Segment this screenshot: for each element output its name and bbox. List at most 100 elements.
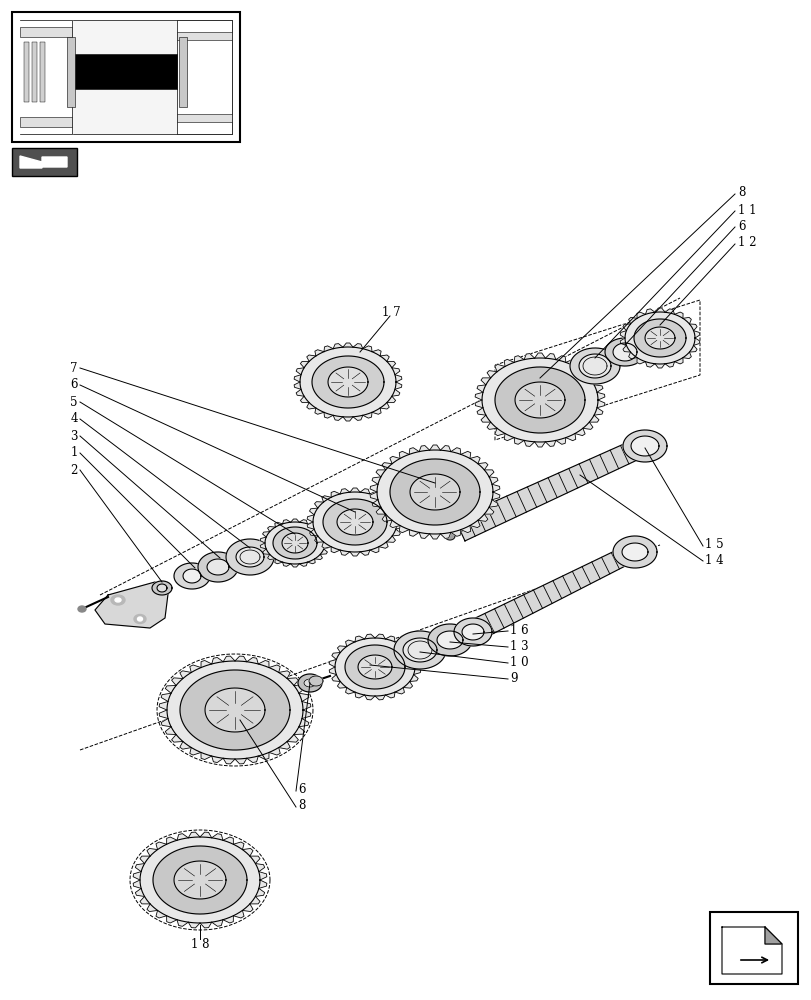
Polygon shape: [523, 440, 534, 446]
Polygon shape: [620, 338, 625, 345]
Polygon shape: [461, 451, 470, 458]
Polygon shape: [364, 634, 375, 639]
Polygon shape: [315, 408, 324, 414]
Polygon shape: [234, 656, 247, 662]
Polygon shape: [165, 686, 176, 693]
Polygon shape: [636, 358, 645, 364]
Polygon shape: [299, 347, 396, 417]
Polygon shape: [321, 542, 331, 548]
Polygon shape: [418, 446, 429, 452]
Polygon shape: [645, 309, 654, 314]
Polygon shape: [296, 368, 304, 375]
Polygon shape: [476, 408, 485, 415]
Polygon shape: [287, 734, 298, 742]
Bar: [67, 37, 75, 107]
Polygon shape: [385, 692, 394, 698]
Polygon shape: [494, 428, 504, 436]
Polygon shape: [139, 856, 150, 864]
Polygon shape: [287, 678, 298, 686]
Polygon shape: [139, 837, 260, 923]
Polygon shape: [380, 355, 388, 361]
Polygon shape: [135, 888, 144, 896]
Polygon shape: [764, 927, 781, 944]
Polygon shape: [242, 848, 253, 856]
Polygon shape: [332, 675, 340, 682]
Polygon shape: [379, 496, 388, 502]
Polygon shape: [299, 520, 307, 524]
Polygon shape: [177, 834, 188, 840]
Polygon shape: [645, 362, 654, 367]
Polygon shape: [359, 489, 370, 494]
Polygon shape: [345, 688, 354, 694]
Polygon shape: [171, 678, 182, 686]
Polygon shape: [612, 343, 636, 361]
Polygon shape: [375, 470, 385, 477]
Text: 1 7: 1 7: [381, 306, 400, 318]
Polygon shape: [166, 916, 177, 923]
Polygon shape: [494, 364, 504, 372]
Polygon shape: [693, 331, 699, 338]
Polygon shape: [402, 638, 436, 662]
Polygon shape: [354, 692, 364, 698]
Polygon shape: [622, 324, 630, 331]
Polygon shape: [399, 526, 409, 533]
Polygon shape: [340, 489, 350, 494]
Polygon shape: [418, 532, 429, 538]
Bar: [177, 114, 232, 122]
Polygon shape: [622, 430, 666, 462]
Text: 5: 5: [71, 395, 78, 408]
Polygon shape: [259, 872, 267, 880]
Text: 4: 4: [71, 412, 78, 426]
Polygon shape: [236, 547, 264, 567]
Text: 8: 8: [737, 186, 744, 200]
Polygon shape: [386, 396, 395, 403]
Polygon shape: [413, 659, 420, 667]
Polygon shape: [198, 552, 238, 582]
Polygon shape: [440, 446, 450, 452]
Polygon shape: [682, 317, 690, 324]
Polygon shape: [337, 509, 372, 535]
Polygon shape: [309, 676, 323, 686]
Polygon shape: [389, 456, 400, 464]
Polygon shape: [300, 361, 309, 368]
Text: 6: 6: [737, 220, 744, 232]
Polygon shape: [95, 582, 168, 628]
Polygon shape: [565, 359, 575, 366]
Polygon shape: [628, 352, 637, 359]
Polygon shape: [491, 492, 500, 500]
Polygon shape: [514, 382, 564, 418]
Text: 1 3: 1 3: [509, 640, 528, 652]
Polygon shape: [409, 652, 418, 659]
Polygon shape: [314, 527, 322, 532]
Polygon shape: [294, 382, 301, 389]
Polygon shape: [689, 345, 696, 352]
Text: 6: 6: [71, 378, 78, 391]
Polygon shape: [393, 631, 445, 669]
Polygon shape: [303, 679, 315, 687]
Polygon shape: [513, 356, 523, 362]
Polygon shape: [392, 508, 400, 515]
Polygon shape: [488, 477, 497, 484]
Polygon shape: [436, 631, 462, 649]
Polygon shape: [147, 904, 157, 912]
Polygon shape: [582, 357, 607, 375]
Polygon shape: [413, 667, 420, 675]
Polygon shape: [212, 920, 223, 926]
Polygon shape: [223, 656, 234, 662]
Polygon shape: [394, 375, 401, 382]
Polygon shape: [382, 463, 392, 470]
Polygon shape: [721, 927, 781, 974]
Polygon shape: [294, 686, 304, 693]
Polygon shape: [689, 324, 696, 331]
Bar: [32, 42, 37, 102]
Polygon shape: [182, 569, 201, 583]
Polygon shape: [299, 562, 307, 566]
Polygon shape: [20, 156, 67, 168]
Polygon shape: [385, 636, 394, 642]
Polygon shape: [474, 548, 629, 638]
Polygon shape: [429, 534, 440, 539]
Polygon shape: [268, 748, 280, 755]
Polygon shape: [332, 652, 340, 659]
Polygon shape: [312, 492, 397, 552]
Polygon shape: [569, 348, 620, 384]
